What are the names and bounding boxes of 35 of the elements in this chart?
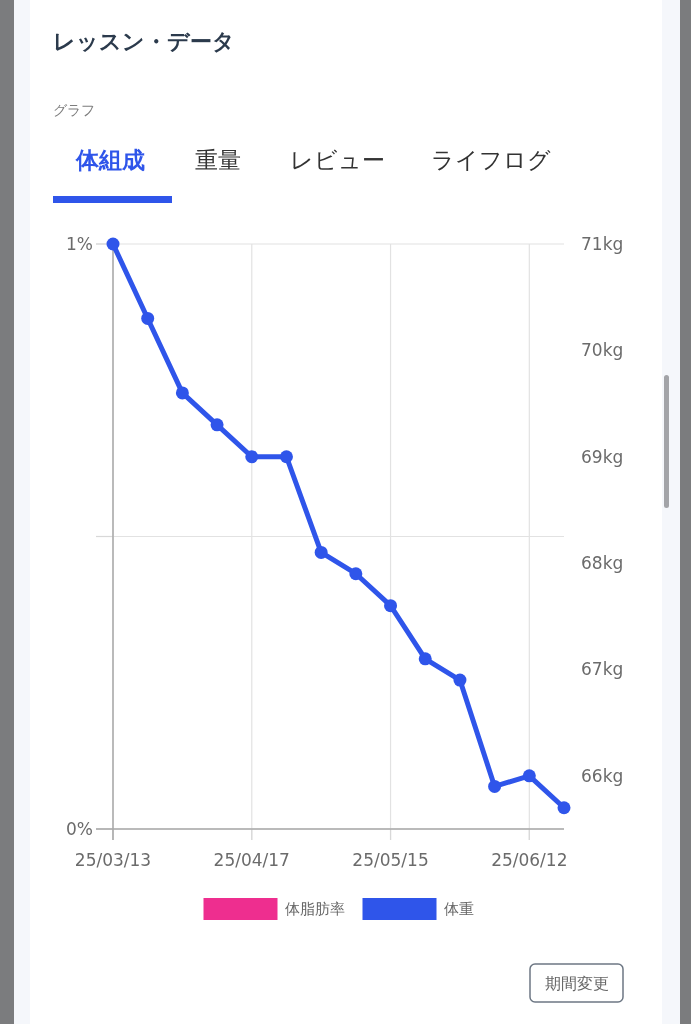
- y-tick-label: 1%: [66, 233, 93, 254]
- chart-title: レッスン・データ: [53, 29, 235, 54]
- chart-subtitle: グラフ: [53, 102, 95, 118]
- point: [314, 545, 328, 559]
- y-tick-label: 0%: [66, 818, 93, 839]
- point: [557, 801, 571, 815]
- point: [141, 311, 155, 325]
- legend-label: 体脂肪率: [284, 900, 345, 919]
- point: [522, 769, 536, 783]
- x-tick-label: 25/05/15: [352, 849, 429, 870]
- point: [488, 779, 502, 793]
- y2-tick-label: 71kg: [581, 233, 624, 254]
- y2-tick-label: 66kg: [581, 765, 624, 786]
- point: [245, 450, 259, 464]
- x-tick-label: 25/04/17: [213, 849, 290, 870]
- point: [349, 567, 363, 581]
- y2-tick-label: 67kg: [581, 659, 624, 680]
- point: [106, 237, 120, 251]
- point: [279, 450, 293, 464]
- point: [175, 386, 189, 400]
- point: [384, 599, 398, 613]
- y2-tick-label: 69kg: [581, 446, 624, 467]
- x-tick-label: 25/03/13: [74, 849, 152, 870]
- y2-tick-label: 70kg: [581, 340, 624, 361]
- x-tick-label: 25/06/12: [491, 849, 568, 870]
- point: [210, 418, 224, 432]
- tab-label: 重量: [195, 147, 241, 173]
- y2-tick-label: 68kg: [581, 553, 624, 574]
- legend-label: 体重: [443, 900, 474, 919]
- point: [453, 673, 467, 687]
- button: 期間変更: [529, 963, 624, 1003]
- tab-label: レビュー: [289, 147, 385, 173]
- tab-label: 体組成: [76, 147, 145, 173]
- tab-label: ライフログ: [430, 147, 551, 173]
- point: [418, 652, 432, 666]
